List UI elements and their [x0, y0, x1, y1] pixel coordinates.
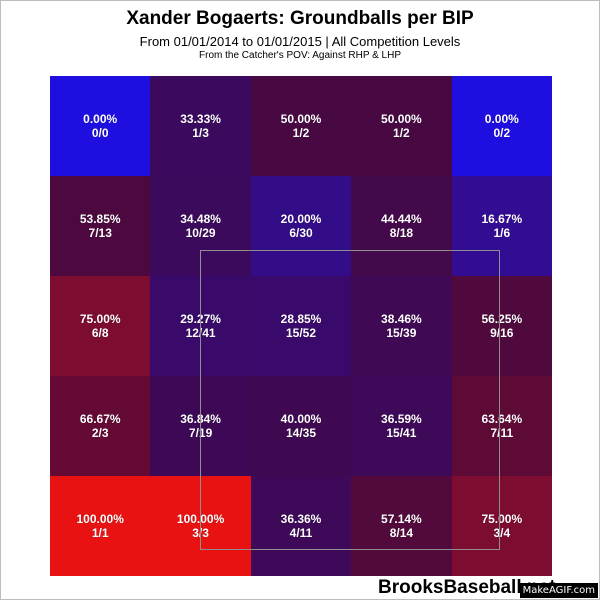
cell-percent: 29.27% — [180, 312, 221, 326]
cell-percent: 36.59% — [381, 412, 422, 426]
cell-percent: 0.00% — [484, 112, 519, 126]
heatmap-cell: 66.67% 2/3 — [50, 376, 151, 476]
heatmap-cell: 38.46% 15/39 — [351, 276, 452, 376]
brooksbaseball-logo: BrooksBaseball.net — [378, 577, 556, 598]
cell-count: 6/8 — [91, 326, 109, 340]
cell-count: 0/0 — [91, 126, 109, 140]
cell-count: 15/52 — [285, 326, 316, 340]
cell-count: 1/2 — [292, 126, 310, 140]
cell-percent: 66.67% — [79, 412, 121, 426]
cell-percent: 16.67% — [481, 212, 523, 226]
heatmap-cell: 44.44% 8/18 — [351, 176, 452, 276]
cell-count: 4/11 — [289, 526, 313, 540]
heatmap-cell: 36.36% 4/11 — [250, 476, 352, 576]
cell-percent: 50.00% — [280, 112, 322, 126]
cell-percent: 36.36% — [280, 512, 322, 526]
heatmap-cell: 33.33% 1/3 — [150, 76, 251, 176]
cell-percent: 57.14% — [381, 512, 422, 526]
heatmap-cell: 28.85% 15/52 — [250, 276, 352, 376]
cell-count: 7/19 — [188, 426, 213, 440]
cell-count: 1/3 — [192, 126, 209, 140]
cell-percent: 50.00% — [381, 112, 422, 126]
heatmap-cell: 56.25% 9/16 — [451, 276, 552, 376]
cell-count: 3/4 — [493, 526, 511, 540]
heatmap-grid: 0.00% 0/0 33.33% 1/3 50.00% 1/2 50.00% 1/2 0.00%… — [50, 76, 552, 576]
cell-count: 14/35 — [285, 426, 316, 440]
cell-percent: 40.00% — [280, 412, 322, 426]
cell-percent: 36.84% — [180, 412, 221, 426]
heatmap-cell: 75.00% 6/8 — [50, 276, 151, 376]
heatmap-cell: 29.27% 12/41 — [150, 276, 251, 376]
heatmap-cell: 63.64% 7/11 — [451, 376, 552, 476]
heatmap-cell: 53.85% 7/13 — [50, 176, 151, 276]
cell-count: 12/41 — [185, 326, 216, 340]
cell-percent: 28.85% — [280, 312, 322, 326]
cell-count: 7/13 — [88, 226, 112, 240]
cell-percent: 0.00% — [83, 112, 118, 126]
cell-count: 15/39 — [386, 326, 417, 340]
heatmap-cell: 36.59% 15/41 — [351, 376, 452, 476]
heatmap-cell: 40.00% 14/35 — [250, 376, 352, 476]
heatmap-cell: 36.84% 7/19 — [150, 376, 251, 476]
cell-count: 10/29 — [185, 226, 216, 240]
heatmap-cell: 100.00% 1/1 — [50, 476, 151, 576]
cell-count: 7/11 — [490, 426, 514, 440]
cell-percent: 34.48% — [180, 212, 221, 226]
cell-count: 6/30 — [289, 226, 313, 240]
heatmap-cell: 20.00% 6/30 — [250, 176, 352, 276]
cell-count: 1/6 — [493, 226, 511, 240]
heatmap-cell: 50.00% 1/2 — [250, 76, 352, 176]
heatmap-cell: 100.00% 3/3 — [150, 476, 251, 576]
heatmap-cell: 75.00% 3/4 — [451, 476, 552, 576]
makeagif-watermark: MakeAGIF.com — [519, 583, 598, 598]
cell-percent: 20.00% — [280, 212, 322, 226]
chart-subtitle: From 01/01/2014 to 01/01/2015 | All Comp… — [139, 34, 461, 49]
cell-count: 2/3 — [91, 426, 109, 440]
cell-percent: 44.44% — [381, 212, 422, 226]
cell-percent: 100.00% — [176, 512, 225, 526]
cell-percent: 75.00% — [79, 312, 121, 326]
cell-percent: 75.00% — [481, 512, 523, 526]
cell-count: 1/1 — [91, 526, 109, 540]
cell-percent: 63.64% — [481, 412, 523, 426]
heatmap-cell: 50.00% 1/2 — [351, 76, 452, 176]
cell-count: 8/14 — [389, 526, 414, 540]
chart-perspective-note: From the Catcher's POV: Against RHP & LH… — [199, 50, 401, 61]
heatmap-cell: 0.00% 0/0 — [50, 76, 151, 176]
cell-count: 15/41 — [386, 426, 417, 440]
cell-percent: 56.25% — [481, 312, 523, 326]
cell-count: 1/2 — [393, 126, 410, 140]
chart-title: Xander Bogaerts: Groundballs per BIP — [126, 8, 474, 29]
heatmap-cell: 34.48% 10/29 — [150, 176, 251, 276]
cell-count: 9/16 — [490, 326, 514, 340]
heatmap-cell: 57.14% 8/14 — [351, 476, 452, 576]
cell-count: 3/3 — [192, 526, 209, 540]
cell-percent: 100.00% — [76, 512, 124, 526]
cell-count: 8/18 — [389, 226, 414, 240]
heatmap-cell: 16.67% 1/6 — [451, 176, 552, 276]
cell-percent: 38.46% — [381, 312, 422, 326]
cell-percent: 53.85% — [79, 212, 121, 226]
cell-percent: 33.33% — [180, 112, 221, 126]
cell-count: 0/2 — [493, 126, 511, 140]
heatmap-cell: 0.00% 0/2 — [451, 76, 552, 176]
